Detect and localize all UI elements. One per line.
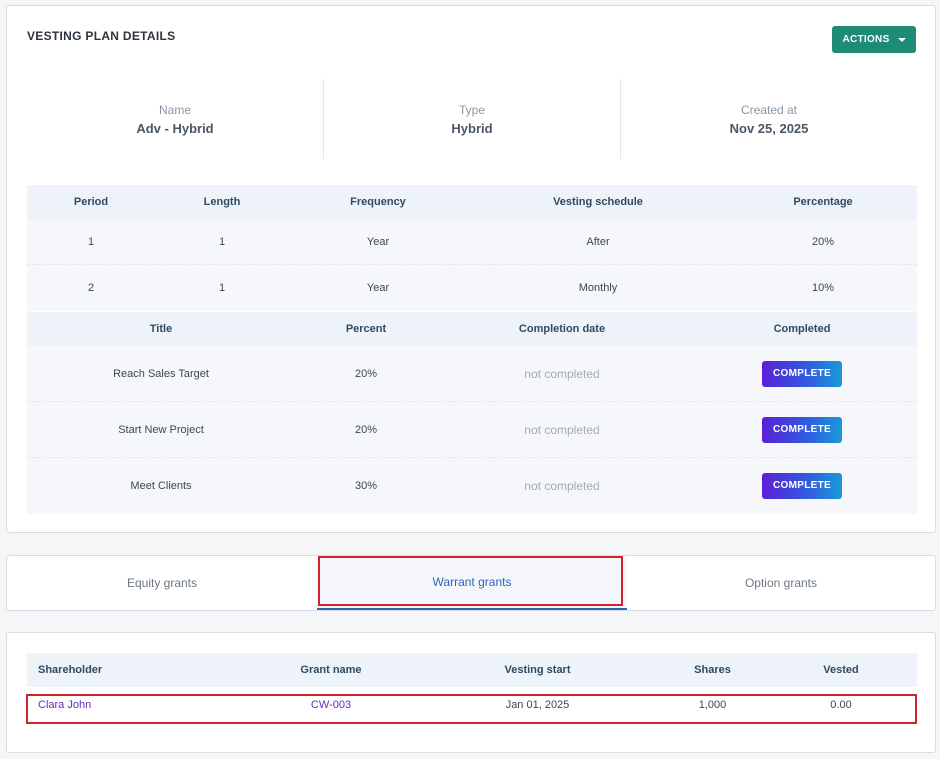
shares: 1,000 bbox=[698, 699, 727, 711]
table-cell: Year bbox=[366, 235, 390, 248]
info-created: Created at Nov 25, 2025 bbox=[620, 79, 917, 159]
grant-name-link[interactable]: CW-003 bbox=[310, 699, 352, 711]
vesting-start: Jan 01, 2025 bbox=[505, 699, 570, 711]
table-header-row: Period Length Frequency Vesting schedule… bbox=[27, 185, 917, 219]
actions-button[interactable]: ACTIONS bbox=[832, 26, 916, 53]
column-header: Title bbox=[149, 323, 173, 335]
plan-info: Name Adv - Hybrid Type Hybrid Created at… bbox=[27, 79, 917, 159]
table-cell: Monthly bbox=[578, 282, 618, 294]
grant-tabs: Equity grants Warrant grants Option gran… bbox=[6, 555, 936, 611]
table-row: Start New Project 20% not completed COMP… bbox=[27, 402, 917, 458]
grants-table: Shareholder Grant name Vesting start Sha… bbox=[27, 653, 917, 723]
table-cell: 20% bbox=[811, 235, 835, 248]
column-header: Length bbox=[203, 196, 241, 208]
info-value: Nov 25, 2025 bbox=[729, 121, 809, 136]
milestone-percent: 20% bbox=[354, 367, 378, 380]
table-row: 1 1 Year After 20% bbox=[27, 219, 917, 265]
table-cell: 10% bbox=[811, 282, 835, 294]
vesting-plan-card: VESTING PLAN DETAILS ACTIONS Name Adv - … bbox=[6, 5, 936, 533]
vested: 0.00 bbox=[830, 699, 852, 711]
column-header: Period bbox=[73, 196, 109, 208]
column-header: Percentage bbox=[793, 196, 853, 208]
info-label: Type bbox=[458, 103, 485, 117]
table-header-row: Shareholder Grant name Vesting start Sha… bbox=[27, 653, 917, 687]
table-row: Meet Clients 30% not completed COMPLETE bbox=[27, 458, 917, 514]
column-header: Shareholder bbox=[38, 664, 103, 676]
info-label: Created at bbox=[740, 103, 798, 117]
table-cell: 1 bbox=[218, 235, 226, 248]
table-cell: 2 bbox=[87, 282, 95, 294]
complete-button[interactable]: COMPLETE bbox=[762, 360, 842, 387]
table-header-row: Title Percent Completion date Completed bbox=[27, 312, 917, 346]
info-name: Name Adv - Hybrid bbox=[27, 79, 323, 159]
table-cell: After bbox=[586, 235, 610, 248]
column-header: Completion date bbox=[518, 323, 606, 335]
table-row: 2 1 Year Monthly 10% bbox=[27, 265, 917, 311]
complete-button[interactable]: COMPLETE bbox=[762, 473, 842, 499]
column-header: Vested bbox=[823, 664, 859, 676]
completion-date: not completed bbox=[524, 366, 600, 381]
milestone-percent: 20% bbox=[354, 423, 378, 436]
column-header: Vesting schedule bbox=[553, 196, 643, 208]
page-title: VESTING PLAN DETAILS bbox=[27, 29, 176, 43]
grants-card: Shareholder Grant name Vesting start Sha… bbox=[6, 632, 936, 753]
completed-cell: COMPLETE bbox=[687, 360, 917, 387]
info-value: Adv - Hybrid bbox=[136, 121, 214, 136]
shareholder-link[interactable]: Clara John bbox=[38, 699, 92, 711]
tab-equity-grants[interactable]: Equity grants bbox=[126, 576, 198, 590]
table-row[interactable]: Clara John CW-003 Jan 01, 2025 1,000 0.0… bbox=[27, 687, 917, 723]
table-cell: Year bbox=[366, 282, 390, 294]
milestone-title: Meet Clients bbox=[130, 480, 192, 492]
period-table: Period Length Frequency Vesting schedule… bbox=[27, 185, 917, 311]
completed-cell: COMPLETE bbox=[687, 416, 917, 443]
complete-button[interactable]: COMPLETE bbox=[762, 416, 842, 443]
info-label: Name bbox=[158, 103, 191, 117]
table-row: Reach Sales Target 20% not completed COM… bbox=[27, 346, 917, 402]
milestone-title: Start New Project bbox=[118, 423, 204, 436]
column-header: Shares bbox=[694, 664, 731, 676]
tab-warrant-grants[interactable]: Warrant grants bbox=[317, 556, 627, 610]
milestone-percent: 30% bbox=[354, 480, 378, 492]
table-cell: 1 bbox=[218, 282, 226, 294]
actions-label: ACTIONS bbox=[842, 34, 890, 45]
completed-cell: COMPLETE bbox=[687, 473, 917, 499]
column-header: Completed bbox=[773, 323, 831, 335]
info-type: Type Hybrid bbox=[323, 79, 620, 159]
table-cell: 1 bbox=[87, 235, 95, 248]
column-header: Frequency bbox=[350, 196, 406, 208]
column-header: Vesting start bbox=[504, 664, 571, 676]
milestone-table: Title Percent Completion date Completed … bbox=[27, 312, 917, 514]
tab-option-grants[interactable]: Option grants bbox=[744, 576, 818, 590]
info-value: Hybrid bbox=[451, 121, 493, 136]
column-header: Percent bbox=[345, 323, 387, 335]
caret-down-icon bbox=[897, 37, 906, 42]
milestone-title: Reach Sales Target bbox=[113, 367, 209, 380]
column-header: Grant name bbox=[300, 664, 362, 676]
completion-date: not completed bbox=[524, 479, 600, 493]
completion-date: not completed bbox=[524, 422, 600, 437]
